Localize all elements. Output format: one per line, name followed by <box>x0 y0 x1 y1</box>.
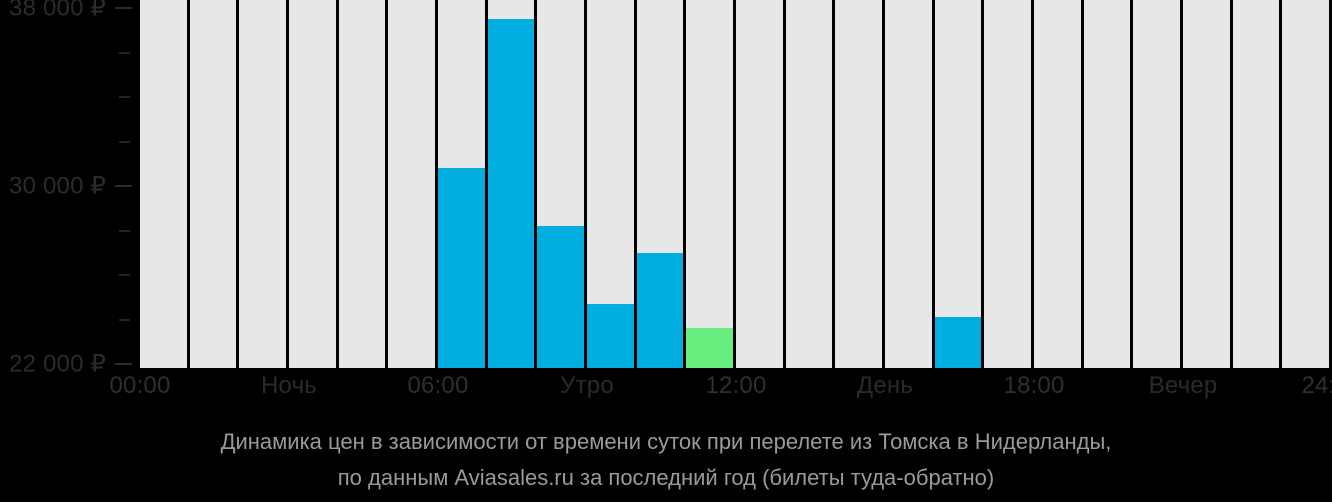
bar-track <box>338 0 386 368</box>
bar-column[interactable] <box>686 0 736 368</box>
bar-track <box>239 0 286 368</box>
bar-column[interactable] <box>736 0 786 368</box>
y-axis-label: 30 000 ₽ <box>9 172 106 200</box>
bar-track <box>835 0 882 368</box>
bar-track <box>140 0 187 368</box>
bar-track <box>388 0 435 368</box>
y-axis-label: 22 000 ₽ <box>9 350 106 378</box>
y-axis-tick-minor <box>119 51 130 54</box>
bar-column[interactable] <box>140 0 190 368</box>
caption-line-1: Динамика цен в зависимости от времени су… <box>220 429 1112 454</box>
plot-area <box>140 0 1332 368</box>
bar-track <box>885 0 932 368</box>
bar-column[interactable] <box>934 0 985 368</box>
bar-track <box>1183 0 1230 368</box>
bar-column[interactable] <box>835 0 885 368</box>
bar-track <box>785 0 833 368</box>
bar-column[interactable] <box>487 0 538 368</box>
bar-track <box>1083 0 1131 368</box>
bar-column[interactable] <box>338 0 389 368</box>
y-axis-tick-minor <box>119 318 130 321</box>
x-axis-tick-label: 06:00 <box>407 372 469 399</box>
y-axis-tick-minor <box>119 229 130 232</box>
y-axis-tick-major <box>115 7 132 9</box>
x-axis-tick-label: 18:00 <box>1003 372 1065 399</box>
bar-track <box>1282 0 1329 368</box>
x-axis: 00:00 06:00 12:00 18:00 24:00 Ночь Утро День Веч… <box>109 372 1332 412</box>
x-axis-tick-label: 12:00 <box>705 372 767 399</box>
bar-column[interactable] <box>587 0 637 368</box>
y-axis-tick-major <box>115 363 132 365</box>
y-axis-label: 38 000 ₽ <box>9 0 106 22</box>
bar-column[interactable] <box>1232 0 1283 368</box>
bar-track <box>1133 0 1180 368</box>
bar-track <box>984 0 1031 368</box>
bar-track <box>289 0 336 368</box>
y-axis: 38 000 ₽ 30 000 ₽ 22 000 ₽ <box>0 0 140 378</box>
bar-track <box>934 0 982 368</box>
bar-track <box>686 0 733 368</box>
bar-column[interactable] <box>1133 0 1183 368</box>
bar-column[interactable] <box>438 0 488 368</box>
price-bar[interactable] <box>587 303 634 368</box>
bar-column[interactable] <box>984 0 1034 368</box>
bar-column[interactable] <box>1183 0 1233 368</box>
price-bar[interactable] <box>636 252 684 368</box>
bar-column[interactable] <box>239 0 289 368</box>
y-axis-tick-minor <box>119 140 130 143</box>
x-axis-tick-label: 00:00 <box>109 372 171 399</box>
x-axis-period-label: Ночь <box>261 372 317 399</box>
x-axis-period-label: День <box>856 372 914 399</box>
bar-track <box>1034 0 1081 368</box>
x-axis-period-label: Утро <box>560 372 614 399</box>
bar-track <box>736 0 783 368</box>
chart-caption: Динамика цен в зависимости от времени су… <box>0 424 1332 496</box>
y-axis-tick-minor <box>119 274 130 276</box>
y-axis-tick-major <box>115 185 132 187</box>
x-axis-period-label: Вечер <box>1148 372 1218 399</box>
price-bar[interactable] <box>537 226 584 368</box>
bar-column[interactable] <box>1034 0 1084 368</box>
bar-column[interactable] <box>1282 0 1332 368</box>
bar-track <box>1232 0 1280 368</box>
caption-line-2: по данным Aviasales.ru за последний год … <box>337 465 995 490</box>
x-axis-tick-label: 24:00 <box>1301 372 1332 399</box>
price-bar[interactable] <box>487 19 535 368</box>
bar-column[interactable] <box>537 0 587 368</box>
bar-column[interactable] <box>785 0 836 368</box>
price-bar[interactable] <box>438 168 485 368</box>
bar-column[interactable] <box>885 0 935 368</box>
price-bar[interactable] <box>934 317 982 368</box>
bar-column[interactable] <box>189 0 240 368</box>
y-axis-tick-minor <box>119 96 130 98</box>
bar-column[interactable] <box>289 0 339 368</box>
price-bar[interactable] <box>686 328 733 368</box>
bar-column[interactable] <box>388 0 438 368</box>
bar-column[interactable] <box>1083 0 1134 368</box>
bar-column[interactable] <box>636 0 687 368</box>
bar-track <box>189 0 237 368</box>
